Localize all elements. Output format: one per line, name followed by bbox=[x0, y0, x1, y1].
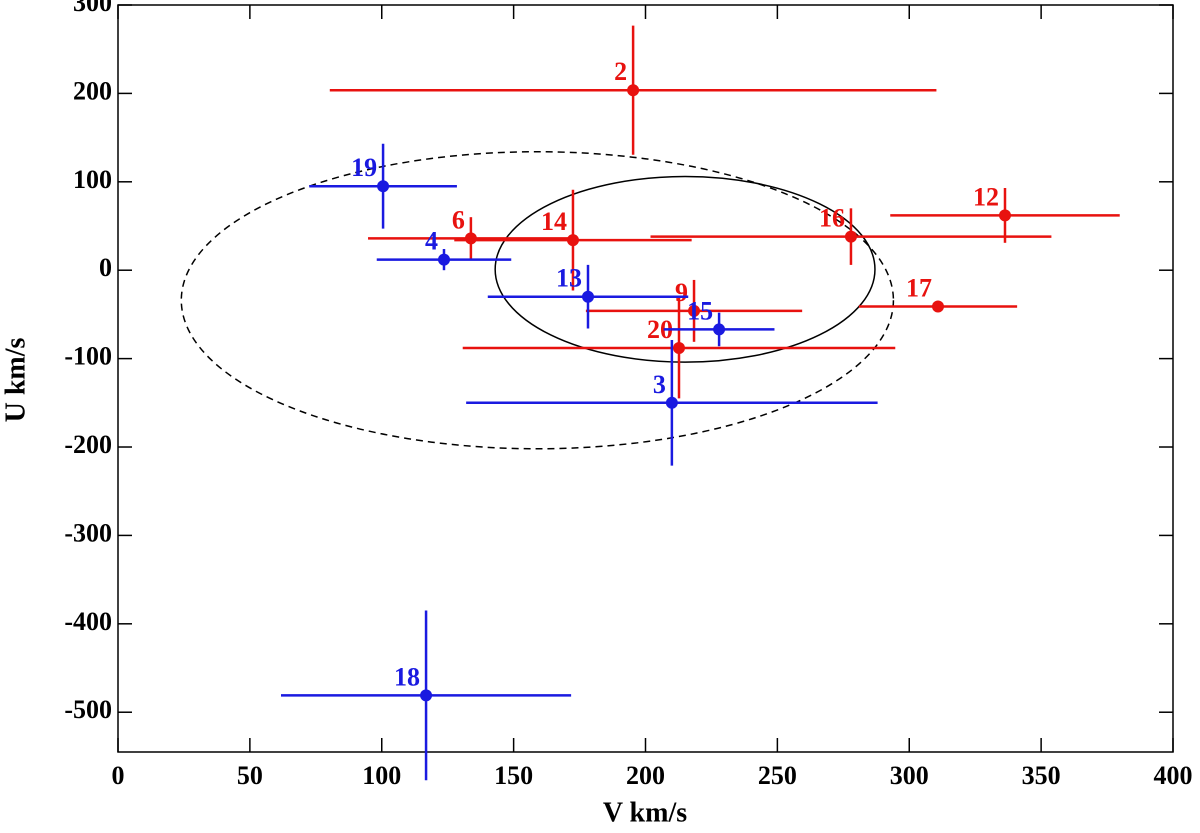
point bbox=[566, 234, 579, 247]
x-axis-title: V km/s bbox=[603, 797, 687, 828]
y-tick-label: -100 bbox=[64, 342, 112, 371]
point bbox=[672, 342, 685, 355]
point bbox=[844, 230, 857, 243]
point-label: 18 bbox=[394, 662, 420, 691]
point bbox=[665, 396, 678, 409]
x-tick-label: 50 bbox=[237, 761, 263, 790]
ellipse bbox=[494, 175, 876, 363]
point bbox=[627, 84, 640, 97]
x-tick-label: 100 bbox=[362, 761, 401, 790]
y-axis-title: U km/s bbox=[0, 338, 31, 423]
point bbox=[464, 232, 477, 245]
x-tick-label: 400 bbox=[1154, 761, 1193, 790]
point-label: 4 bbox=[425, 227, 438, 256]
point-label: 17 bbox=[906, 273, 932, 302]
point bbox=[931, 300, 944, 313]
x-tick-label: 300 bbox=[890, 761, 929, 790]
point-label: 9 bbox=[675, 278, 688, 307]
ellipse bbox=[180, 150, 895, 450]
point-label: 16 bbox=[819, 204, 845, 233]
y-tick-label: 200 bbox=[73, 76, 112, 105]
point bbox=[437, 253, 450, 266]
point bbox=[688, 304, 701, 317]
point bbox=[377, 180, 390, 193]
y-tick-label: 0 bbox=[99, 253, 112, 282]
x-tick-label: 200 bbox=[626, 761, 665, 790]
y-tick-label: -500 bbox=[64, 695, 112, 724]
x-tick-label: 150 bbox=[494, 761, 533, 790]
y-tick-label: -400 bbox=[64, 607, 112, 636]
point bbox=[582, 290, 595, 303]
point bbox=[713, 323, 726, 336]
y-tick-label: 100 bbox=[73, 165, 112, 194]
point bbox=[420, 689, 433, 702]
point-label: 3 bbox=[653, 370, 666, 399]
point bbox=[998, 209, 1011, 222]
y-tick-label: -300 bbox=[64, 518, 112, 547]
x-tick-label: 350 bbox=[1022, 761, 1061, 790]
point-label: 15 bbox=[687, 296, 713, 325]
y-tick-label: -200 bbox=[64, 430, 112, 459]
point-label: 6 bbox=[452, 205, 465, 234]
plot-frame bbox=[117, 4, 1174, 753]
point-label: 12 bbox=[973, 182, 999, 211]
point-label: 13 bbox=[556, 264, 582, 293]
point-label: 2 bbox=[614, 57, 627, 86]
y-tick-label: 300 bbox=[73, 0, 112, 17]
point-label: 19 bbox=[351, 153, 377, 182]
point-label: 14 bbox=[541, 207, 567, 236]
x-tick-label: 0 bbox=[112, 761, 125, 790]
x-tick-label: 250 bbox=[758, 761, 797, 790]
